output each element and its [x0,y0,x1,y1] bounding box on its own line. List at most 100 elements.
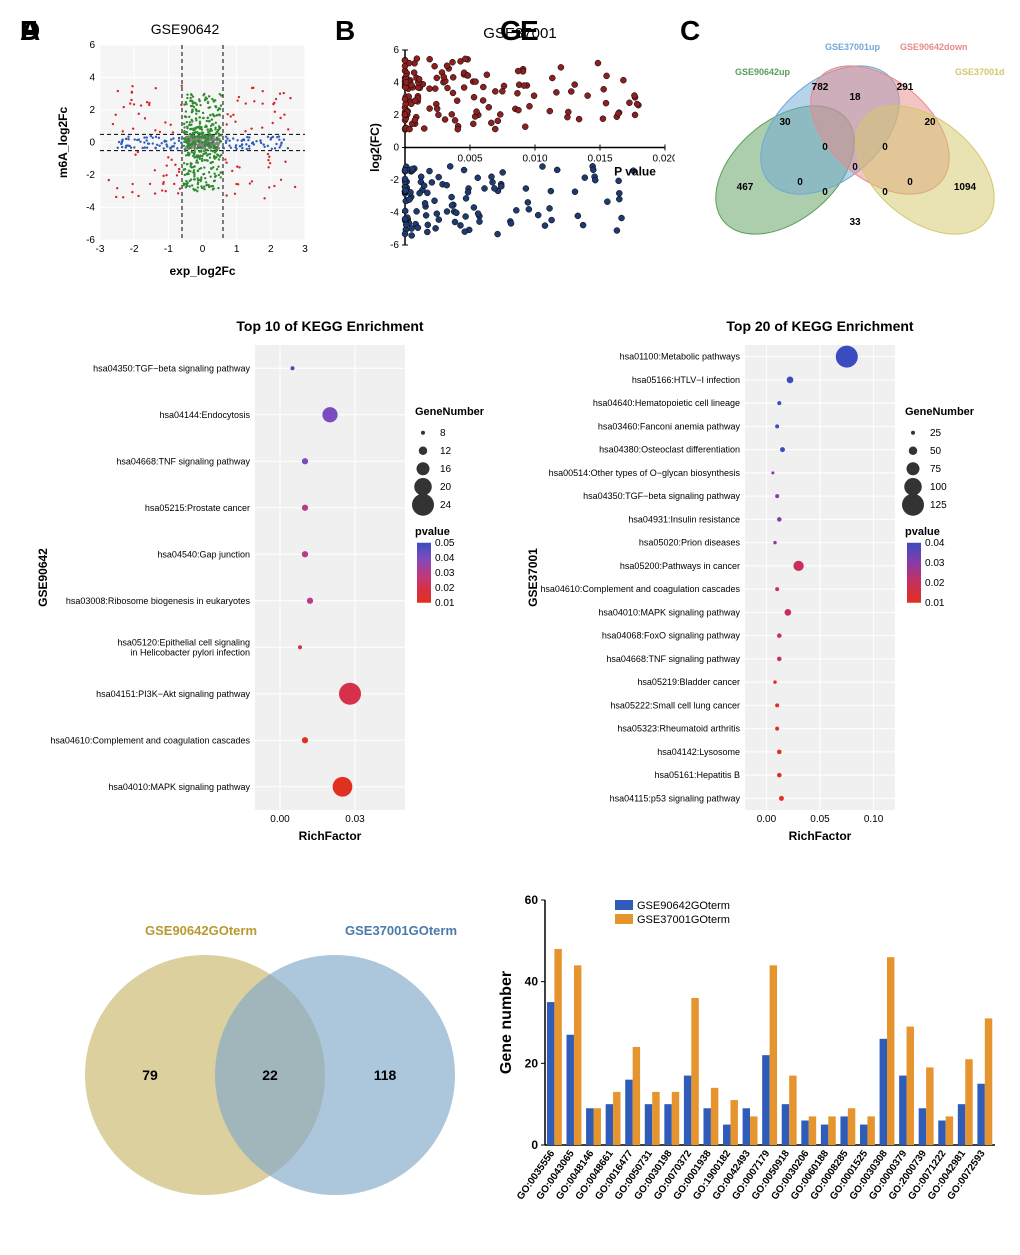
svg-text:0: 0 [882,142,888,153]
svg-text:hsa05215:Prostate cancer: hsa05215:Prostate cancer [145,503,250,513]
svg-text:0.03: 0.03 [345,814,365,825]
svg-text:0.04: 0.04 [925,538,945,549]
svg-text:GSE37001GOterm: GSE37001GOterm [637,914,730,926]
svg-text:75: 75 [930,464,942,475]
panel-g-label: G [500,15,522,47]
panel-e-dotplot: Top 20 of KEGG Enrichment0.000.050.10hsa… [525,315,1005,845]
svg-text:GSE90642down: GSE90642down [900,42,968,52]
svg-text:GSE90642up: GSE90642up [735,67,791,77]
svg-text:-2: -2 [86,170,95,181]
svg-text:25: 25 [930,428,942,439]
svg-text:0.015: 0.015 [587,154,612,165]
svg-text:125: 125 [930,500,947,511]
svg-text:0: 0 [907,177,913,188]
svg-text:0: 0 [822,142,828,153]
svg-text:60: 60 [525,893,539,907]
svg-text:hsa04380:Osteoclast differenti: hsa04380:Osteoclast differentiation [599,445,740,455]
svg-text:hsa05200:Pathways in cancer: hsa05200:Pathways in cancer [620,561,740,571]
svg-text:2: 2 [268,244,274,255]
svg-text:0.03: 0.03 [925,558,945,569]
svg-text:0: 0 [531,1138,538,1152]
svg-text:0.03: 0.03 [435,568,455,579]
svg-text:in Helicobacter pylori infecti: in Helicobacter pylori infection [130,647,250,657]
panel-g-barchart: 0204060GO:0035556GO:0043065GO:0048146GO:… [495,885,1005,1255]
svg-text:40: 40 [525,975,539,989]
svg-text:hsa03460:Fanconi anemia pathwa: hsa03460:Fanconi anemia pathway [598,421,741,431]
svg-text:18: 18 [849,92,861,103]
svg-text:20: 20 [440,482,452,493]
svg-text:0: 0 [852,162,858,173]
svg-text:6: 6 [89,40,95,51]
svg-text:467: 467 [737,182,754,193]
svg-text:0: 0 [882,187,888,198]
svg-text:hsa05161:Hepatitis B: hsa05161:Hepatitis B [654,770,740,780]
svg-text:30: 30 [779,117,791,128]
panel-a-title: GSE90642 [151,21,220,37]
svg-text:2: 2 [89,105,95,116]
svg-text:Top 20 of KEGG Enrichment: Top 20 of KEGG Enrichment [726,318,914,334]
svg-text:hsa04068:FoxO signaling pathwa: hsa04068:FoxO signaling pathway [602,631,741,641]
panel-b-scatter: GSE370010.0050.0100.0150.020-6-4-20246P … [365,20,675,280]
svg-text:4: 4 [89,73,95,84]
svg-text:pvalue: pvalue [415,526,450,538]
svg-text:-4: -4 [86,203,95,214]
svg-text:GSE90642GOterm: GSE90642GOterm [145,923,257,938]
svg-text:hsa04010:MAPK signaling pathwa: hsa04010:MAPK signaling pathway [108,782,250,792]
svg-text:GSE37001up: GSE37001up [825,42,881,52]
svg-text:16: 16 [440,464,452,475]
svg-text:6: 6 [393,45,399,56]
svg-text:RichFactor: RichFactor [299,829,362,843]
svg-text:0.05: 0.05 [810,814,830,825]
svg-text:Top 10 of KEGG Enrichment: Top 10 of KEGG Enrichment [236,318,424,334]
svg-text:782: 782 [812,82,829,93]
svg-text:2: 2 [393,110,399,121]
svg-text:0.00: 0.00 [757,814,777,825]
svg-text:hsa05222:Small cell lung cance: hsa05222:Small cell lung cancer [610,700,740,710]
svg-text:RichFactor: RichFactor [789,829,852,843]
svg-text:4: 4 [393,78,399,89]
svg-text:0.04: 0.04 [435,553,455,564]
panel-f-label: F [20,15,37,47]
svg-text:hsa04640:Hematopoietic cell li: hsa04640:Hematopoietic cell lineage [593,398,740,408]
svg-text:-1: -1 [164,244,173,255]
svg-text:exp_log2Fc: exp_log2Fc [169,264,235,278]
svg-text:GSE90642GOterm: GSE90642GOterm [637,900,730,912]
svg-text:hsa04668:TNF signaling pathway: hsa04668:TNF signaling pathway [116,456,250,466]
svg-text:0.005: 0.005 [457,154,482,165]
svg-text:0: 0 [200,244,206,255]
svg-text:-6: -6 [390,240,399,251]
svg-text:pvalue: pvalue [905,526,940,538]
svg-text:0: 0 [797,177,803,188]
svg-text:GSE90642: GSE90642 [36,548,50,607]
svg-text:1: 1 [234,244,240,255]
svg-text:hsa05120:Epithelial cell signa: hsa05120:Epithelial cell signaling [117,637,250,647]
svg-text:hsa04610:Complement and coagul: hsa04610:Complement and coagulation casc… [540,584,740,594]
svg-text:0: 0 [822,187,828,198]
svg-text:118: 118 [374,1067,397,1083]
svg-text:12: 12 [440,446,452,457]
svg-text:hsa04931:Insulin resistance: hsa04931:Insulin resistance [628,514,740,524]
svg-text:hsa05020:Prion diseases: hsa05020:Prion diseases [639,538,741,548]
svg-text:hsa04142:Lysosome: hsa04142:Lysosome [657,747,740,757]
svg-text:0.01: 0.01 [435,598,455,609]
svg-text:3: 3 [302,244,308,255]
panel-e-label: E [520,15,539,47]
svg-text:0.00: 0.00 [270,814,290,825]
svg-text:0: 0 [393,143,399,154]
svg-text:Gene number: Gene number [498,971,515,1074]
svg-text:22: 22 [262,1067,278,1083]
svg-text:GeneNumber: GeneNumber [415,406,485,418]
svg-text:33: 33 [849,217,861,228]
svg-text:-4: -4 [390,208,399,219]
svg-text:hsa04010:MAPK signaling pathwa: hsa04010:MAPK signaling pathway [598,607,740,617]
svg-text:20: 20 [525,1056,539,1070]
svg-text:-3: -3 [96,244,105,255]
svg-text:50: 50 [930,446,942,457]
svg-text:hsa04350:TGF−beta signaling pa: hsa04350:TGF−beta signaling pathway [93,363,250,373]
panel-d-dotplot: Top 10 of KEGG Enrichment 0.00 0.03 hsa0435… [35,315,515,845]
svg-text:m6A_log2Fc: m6A_log2Fc [56,106,70,178]
svg-text:hsa04151:PI3K−Akt signaling pa: hsa04151:PI3K−Akt signaling pathway [96,689,250,699]
svg-text:100: 100 [930,482,947,493]
svg-text:79: 79 [142,1067,158,1083]
svg-text:0.02: 0.02 [435,583,455,594]
